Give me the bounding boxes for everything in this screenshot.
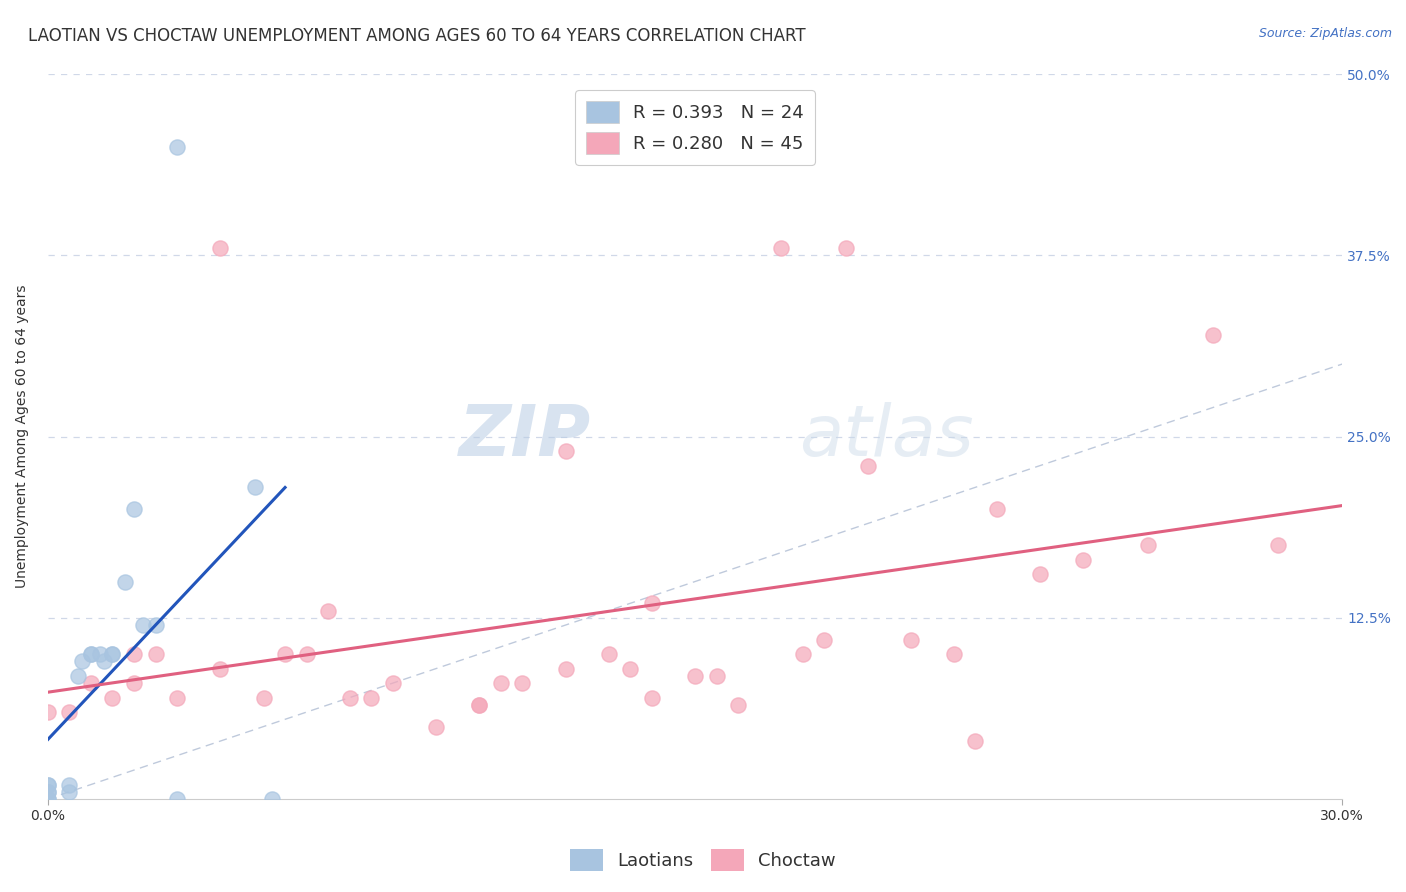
Point (942, 647, 965, 661)
Point (58, 705, 80, 719)
Point (101, 690, 124, 705)
Point (295, 647, 318, 661)
Point (986, 502, 1008, 516)
Point (360, 690, 382, 705)
Point (122, 647, 145, 661)
Legend: R = 0.393   N = 24, R = 0.280   N = 45: R = 0.393 N = 24, R = 0.280 N = 45 (575, 90, 814, 165)
Point (1267, 538, 1289, 552)
Y-axis label: Unemployment Among Ages 60 to 64 years: Unemployment Among Ages 60 to 64 years (15, 285, 30, 589)
Point (770, 241, 793, 255)
Text: Source: ZipAtlas.com: Source: ZipAtlas.com (1258, 27, 1392, 40)
Point (114, 574, 136, 589)
Point (58, 778, 80, 792)
Point (166, 792, 188, 806)
Point (131, 618, 153, 632)
Point (209, 241, 232, 255)
Point (339, 690, 361, 705)
Point (93, 654, 115, 668)
Point (37, 778, 59, 792)
Text: LAOTIAN VS CHOCTAW UNEMPLOYMENT AMONG AGES 60 TO 64 YEARS CORRELATION CHART: LAOTIAN VS CHOCTAW UNEMPLOYMENT AMONG AG… (28, 27, 806, 45)
Point (37, 705, 59, 719)
Text: ZIP: ZIP (460, 402, 592, 471)
Point (512, 676, 534, 690)
Point (554, 662, 576, 676)
Point (66, 669, 89, 683)
Point (145, 647, 167, 661)
Point (468, 698, 491, 712)
Point (381, 676, 404, 690)
Point (37, 778, 59, 792)
Point (641, 690, 664, 705)
Point (262, 792, 284, 806)
Point (1073, 553, 1095, 567)
Point (965, 734, 987, 748)
Point (252, 690, 274, 705)
Point (243, 480, 266, 494)
Point (619, 662, 641, 676)
Point (37, 785, 59, 799)
Point (316, 603, 339, 617)
Point (80, 647, 103, 661)
Point (813, 632, 835, 647)
Point (80, 647, 103, 661)
Point (706, 669, 728, 683)
Text: atlas: atlas (799, 402, 973, 471)
Point (122, 676, 145, 690)
Point (727, 698, 749, 712)
Point (1137, 538, 1160, 552)
Point (72, 654, 94, 668)
Point (468, 698, 491, 712)
Point (101, 647, 124, 661)
Point (101, 647, 124, 661)
Point (122, 502, 145, 516)
Point (683, 669, 706, 683)
Legend: Laotians, Choctaw: Laotians, Choctaw (562, 842, 844, 879)
Point (274, 647, 297, 661)
Point (489, 676, 512, 690)
Point (37, 792, 59, 806)
Point (166, 139, 188, 153)
Point (1202, 328, 1225, 343)
Point (856, 458, 879, 473)
Point (835, 241, 858, 255)
Point (145, 618, 167, 632)
Point (89, 647, 111, 661)
Point (58, 785, 80, 799)
Point (1029, 567, 1052, 582)
Point (166, 690, 188, 705)
Point (598, 647, 620, 661)
Point (641, 596, 664, 610)
Point (425, 720, 447, 734)
Point (37, 792, 59, 806)
Point (209, 662, 232, 676)
Point (37, 785, 59, 799)
Point (554, 444, 576, 458)
Point (792, 647, 814, 661)
Point (80, 676, 103, 690)
Point (900, 632, 922, 647)
